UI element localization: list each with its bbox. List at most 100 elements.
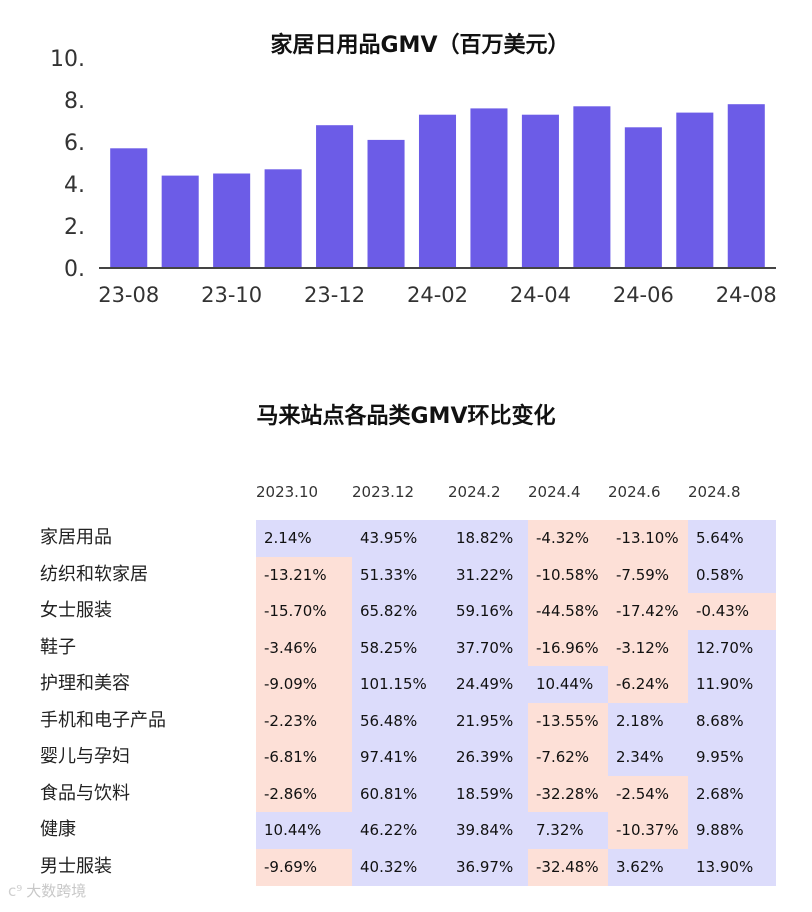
- table-cell: 10.44%: [528, 666, 608, 703]
- table-cell: -6.24%: [608, 666, 688, 703]
- table-cell: 36.97%: [448, 848, 528, 886]
- bar-24-01: [367, 139, 405, 268]
- table-cell: -9.69%: [256, 848, 352, 886]
- x-tick-label: 24-02: [407, 283, 468, 307]
- bar-23-11: [264, 169, 302, 268]
- table-cell: -9.09%: [256, 666, 352, 703]
- table-cell: 40.32%: [352, 848, 448, 886]
- x-tick-label: 24-08: [716, 283, 777, 307]
- bars: [110, 104, 765, 269]
- bar-24-07: [676, 112, 714, 268]
- y-tick-label: 6.: [64, 131, 85, 156]
- table-cell: 9.95%: [688, 739, 776, 776]
- row-label: 食品与饮料: [40, 782, 130, 804]
- table-cell: 7.32%: [528, 812, 608, 849]
- row-label: 护理和美容: [40, 673, 130, 694]
- table-cell: 2.34%: [608, 739, 688, 776]
- table-cell: -16.96%: [528, 629, 608, 667]
- table-cell: -13.21%: [256, 556, 352, 594]
- row-label: 女士服装: [40, 600, 112, 621]
- table-cell: -0.43%: [688, 593, 776, 630]
- column-header: 2024.6: [608, 483, 661, 501]
- bar-24-05: [573, 106, 611, 268]
- table-cell: 56.48%: [352, 702, 448, 740]
- y-axis: 0. 2. 4. 6. 8. 10.: [50, 47, 85, 282]
- gmv-bar-chart: 家居日用品GMV（百万美元） 0.2.4.6.8.10. 23-08 23-10 2…: [50, 32, 777, 307]
- bar-24-04: [521, 114, 559, 268]
- bar-24-02: [418, 114, 457, 268]
- table-cell: -6.81%: [256, 739, 352, 776]
- table-cell: -2.54%: [608, 775, 688, 813]
- table-cell: -7.62%: [528, 739, 608, 776]
- y-tick-label: 2.: [64, 215, 85, 240]
- table-cell: -13.55%: [528, 702, 608, 740]
- table-cell: -7.59%: [608, 556, 688, 594]
- bar-24-08: [727, 104, 765, 268]
- y-tick-label: 0.: [64, 257, 85, 282]
- table-cell: 43.95%: [352, 520, 448, 557]
- column-header: 2024.2: [448, 483, 501, 501]
- table-cell: 8.68%: [688, 702, 776, 740]
- y-tick-label: 4.: [64, 173, 85, 198]
- table-cell: -2.86%: [256, 775, 352, 813]
- table-cell: -3.12%: [608, 629, 688, 667]
- table-cell: -2.23%: [256, 702, 352, 740]
- row-label: 纺织和软家居: [40, 563, 148, 585]
- x-tick-label: 24-06: [613, 283, 674, 307]
- table-cell: 60.81%: [352, 775, 448, 813]
- table-cell: 18.59%: [448, 775, 528, 813]
- table-cell: -10.37%: [608, 812, 688, 849]
- table-cell: 2.14%: [256, 520, 352, 557]
- table-cell: 31.22%: [448, 556, 528, 594]
- row-label: 鞋子: [40, 636, 76, 658]
- watermark-text: 大数跨境: [26, 882, 87, 900]
- table-cell: 24.49%: [448, 666, 528, 703]
- table-cell: -32.28%: [528, 775, 608, 813]
- table-cell: 37.70%: [448, 629, 528, 667]
- chart-title: 家居日用品GMV（百万美元）: [271, 32, 570, 58]
- bar-23-12: [316, 125, 354, 268]
- table-cell: -10.58%: [528, 556, 608, 594]
- table-cell: 65.82%: [352, 593, 448, 630]
- table-title: 马来站点各品类GMV环比变化: [256, 404, 556, 429]
- table-cell: 59.16%: [448, 593, 528, 630]
- row-label: 手机和电子产品: [40, 709, 166, 731]
- column-header: 2023.12: [352, 483, 415, 501]
- table-cell: 39.84%: [448, 812, 528, 849]
- table-cell: 58.25%: [352, 629, 448, 667]
- table-cell: 26.39%: [448, 739, 528, 776]
- table-cell: 101.15%: [352, 666, 448, 703]
- y-tick-label: 10.: [50, 47, 85, 72]
- table-cell: 51.33%: [352, 556, 448, 594]
- table-cell: -44.58%: [528, 593, 608, 630]
- table-cell: 2.68%: [688, 775, 776, 813]
- table-cell: 3.62%: [608, 848, 688, 886]
- table-cell: -3.46%: [256, 629, 352, 667]
- table-cell: 10.44%: [256, 812, 352, 849]
- x-tick-label: 23-10: [201, 283, 262, 307]
- row-label: 婴儿与孕妇: [40, 746, 130, 767]
- bar-24-06: [624, 127, 662, 268]
- table-cell: -13.10%: [608, 520, 688, 557]
- x-axis: 23-08 23-10 23-12 24-02 24-04 24-06 24-08: [98, 283, 777, 307]
- row-label: 健康: [40, 819, 76, 840]
- table-cell: 2.18%: [608, 702, 688, 740]
- column-header: 2024.4: [528, 483, 581, 501]
- cross-border-logo-icon: ᴄ⁹: [8, 882, 23, 900]
- table-cell: 97.41%: [352, 739, 448, 776]
- table-cell: -4.32%: [528, 520, 608, 557]
- table-cell: 5.64%: [688, 520, 776, 557]
- table-cell: 9.88%: [688, 812, 776, 849]
- bar-23-08: [110, 148, 148, 268]
- watermark: ᴄ⁹ 大数跨境: [8, 880, 86, 901]
- x-tick-label: 24-04: [510, 283, 571, 307]
- table-cell: 12.70%: [688, 629, 776, 667]
- column-header: 2023.10: [256, 483, 319, 501]
- table-cell: 0.58%: [688, 556, 776, 594]
- table-cell: 18.82%: [448, 520, 528, 557]
- table-cell: -17.42%: [608, 593, 688, 630]
- table-cell: 13.90%: [688, 848, 776, 886]
- row-label: 男士服装: [40, 855, 112, 877]
- table-cell: 46.22%: [352, 812, 448, 849]
